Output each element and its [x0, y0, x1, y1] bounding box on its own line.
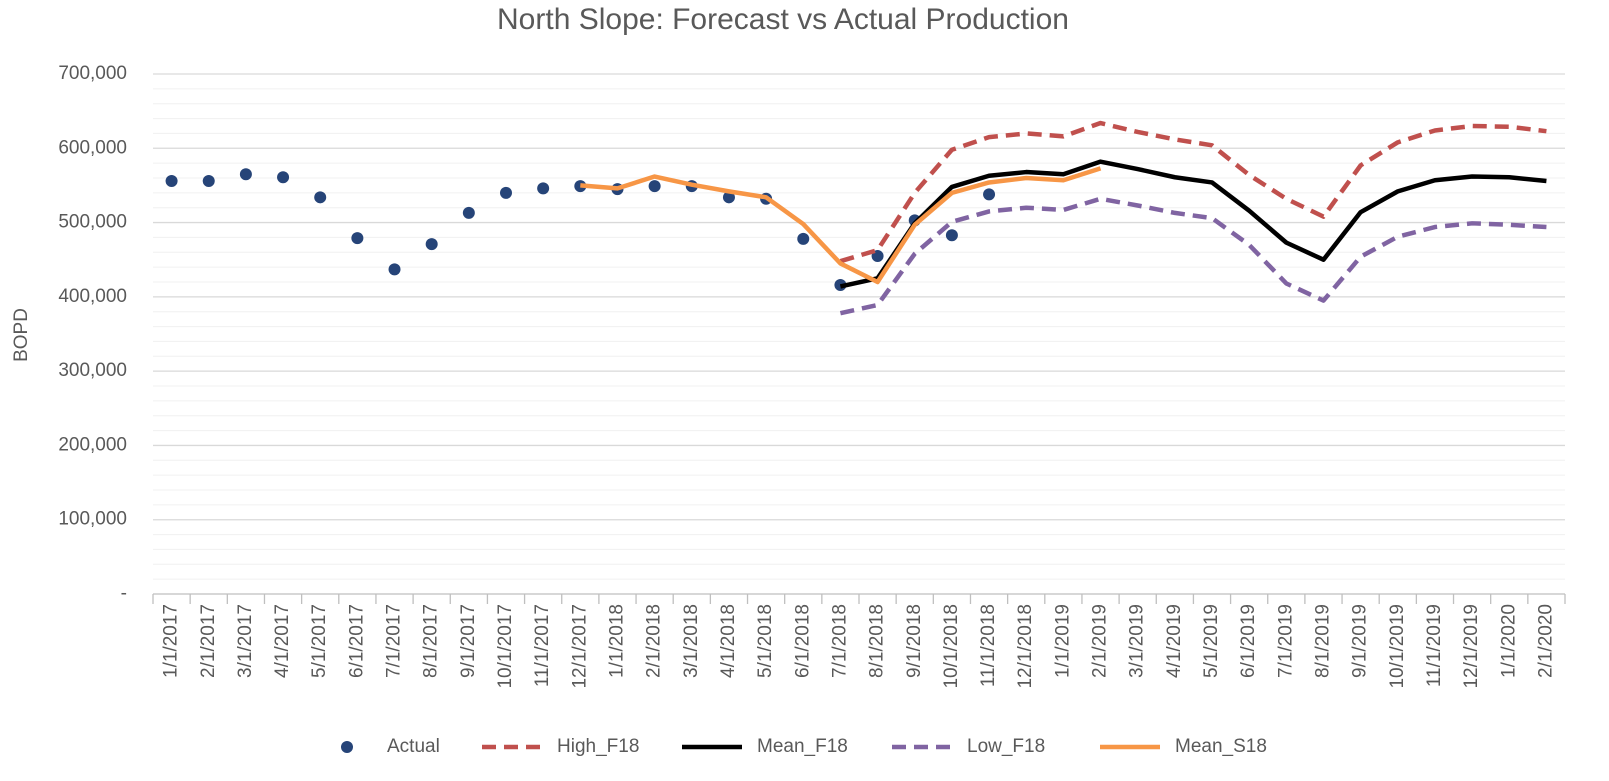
x-tick-label: 9/1/2018	[904, 604, 925, 678]
marker	[797, 232, 810, 245]
x-tick-label: 3/1/2017	[235, 604, 256, 678]
x-tick-label: 8/1/2019	[1312, 604, 1333, 678]
x-tick-label: 2/1/2018	[644, 604, 665, 678]
x-tick-label: 4/1/2019	[1164, 604, 1185, 678]
x-tick-label: 7/1/2018	[829, 604, 850, 678]
y-tick-label: 300,000	[58, 360, 127, 381]
x-tick-label: 1/1/2020	[1498, 604, 1519, 678]
marker	[239, 168, 252, 181]
x-tick-label: 5/1/2018	[755, 604, 776, 678]
x-tick-label: 11/1/2019	[1424, 604, 1445, 687]
x-tick-label: 12/1/2019	[1461, 604, 1482, 689]
marker	[537, 182, 550, 195]
marker	[462, 206, 475, 219]
x-tick-label: 10/1/2017	[495, 604, 516, 689]
series-line	[839, 159, 1547, 289]
x-tick-label: 6/1/2018	[792, 604, 813, 678]
y-tick-label: -	[121, 583, 127, 604]
x-tick-label: 6/1/2017	[346, 604, 367, 678]
marker	[500, 186, 512, 199]
marker	[983, 188, 996, 201]
x-tick-label: 2/1/2019	[1090, 604, 1111, 678]
x-tick-label: 10/1/2018	[941, 604, 962, 689]
chart-title: North Slope: Forecast vs Actual Producti…	[497, 3, 1069, 36]
x-tick-label: 1/1/2019	[1052, 604, 1073, 678]
y-tick-label: 500,000	[58, 212, 127, 233]
marker	[945, 229, 958, 242]
legend-label: Mean_F18	[757, 736, 848, 757]
legend-label: Actual	[387, 736, 440, 757]
x-tick-label: 5/1/2017	[309, 604, 330, 678]
x-tick-label: 8/1/2017	[421, 604, 442, 678]
marker	[388, 263, 401, 276]
x-tick-label: 3/1/2018	[681, 604, 702, 678]
y-tick-label: 100,000	[58, 509, 127, 530]
x-tick-label: 4/1/2018	[718, 604, 739, 678]
x-tick-label: 4/1/2017	[272, 604, 293, 678]
x-tick-label: 3/1/2019	[1127, 604, 1148, 678]
x-tick-label: 10/1/2019	[1387, 604, 1408, 689]
x-tick-label: 8/1/2018	[867, 604, 888, 678]
x-tick-label: 2/1/2020	[1535, 604, 1556, 678]
x-tick-label: 11/1/2018	[978, 604, 999, 687]
marker	[277, 171, 290, 184]
marker	[314, 191, 327, 204]
y-axis-label: BOPD	[11, 308, 32, 362]
x-tick-label: 5/1/2019	[1201, 604, 1222, 678]
marker	[202, 174, 215, 187]
x-tick-label: 9/1/2019	[1350, 604, 1371, 678]
x-tick-label: 9/1/2017	[458, 604, 479, 678]
marker	[722, 191, 735, 204]
x-tick-label: 7/1/2017	[384, 604, 405, 678]
legend-label: High_F18	[557, 736, 639, 757]
x-tick-label: 11/1/2017	[532, 604, 553, 687]
marker	[351, 232, 364, 245]
series-line	[839, 196, 1547, 316]
y-tick-label: 700,000	[58, 63, 127, 84]
legend-label: Mean_S18	[1175, 736, 1267, 757]
x-tick-label: 2/1/2017	[198, 604, 219, 678]
marker	[648, 180, 661, 193]
y-tick-label: 600,000	[58, 137, 127, 158]
series-line	[580, 166, 1102, 285]
x-tick-label: 12/1/2018	[1015, 604, 1036, 689]
legend-marker	[341, 741, 353, 753]
x-tick-label: 7/1/2019	[1275, 604, 1296, 678]
x-tick-label: 1/1/2017	[161, 604, 182, 678]
x-tick-label: 12/1/2017	[569, 604, 590, 689]
x-tick-label: 6/1/2019	[1238, 604, 1259, 678]
y-tick-label: 400,000	[58, 286, 127, 307]
marker	[165, 174, 178, 187]
marker	[425, 238, 438, 251]
legend-label: Low_F18	[967, 736, 1045, 757]
x-tick-label: 1/1/2018	[606, 604, 627, 678]
y-tick-label: 200,000	[58, 434, 127, 455]
